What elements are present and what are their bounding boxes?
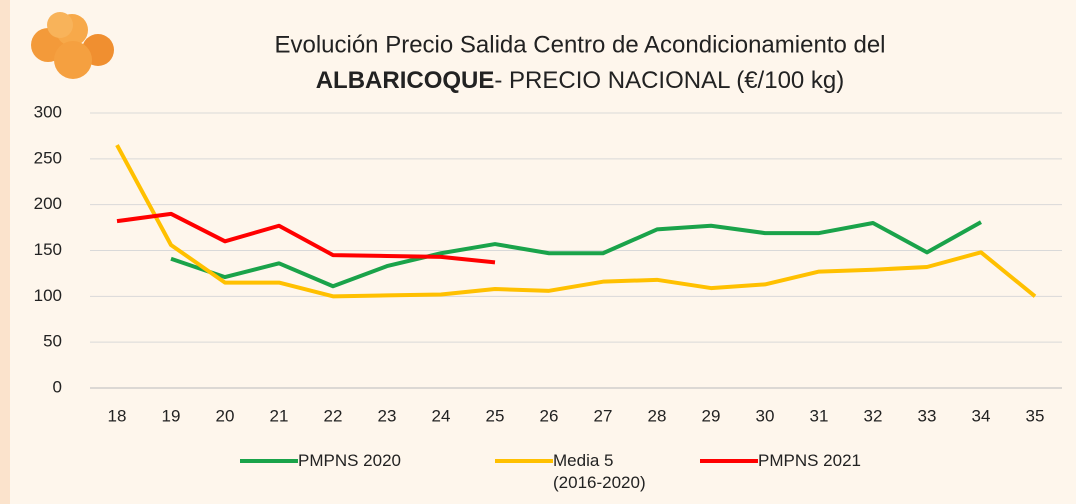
x-tick-label: 18 [108, 406, 127, 425]
x-tick-label: 19 [162, 406, 181, 425]
title-bold: ALBARICOQUE [316, 67, 495, 94]
series-line [170, 220, 982, 289]
x-tick-label: 26 [540, 406, 559, 425]
x-tick-label: 31 [810, 406, 829, 425]
x-tick-label: 27 [594, 406, 613, 425]
chart-title: Evolución Precio Salida Centro de Acondi… [274, 31, 885, 58]
chart-title-2: ALBARICOQUE- PRECIO NACIONAL (€/100 kg) [316, 67, 845, 94]
x-tick-label: 28 [648, 406, 667, 425]
legend-label: Media 5 (2016-2020) [553, 451, 646, 492]
y-tick-label: 100 [34, 286, 62, 305]
y-tick-label: 300 [34, 102, 62, 121]
x-tick-label: 30 [756, 406, 775, 425]
legend-label: PMPNS 2020 [298, 451, 401, 470]
y-tick-label: 250 [34, 148, 62, 167]
x-tick-label: 21 [270, 406, 289, 425]
series-line [115, 144, 1037, 299]
x-tick-label: 24 [432, 406, 451, 425]
x-tick-label: 20 [216, 406, 235, 425]
series-line [116, 211, 496, 265]
x-tick-label: 32 [864, 406, 883, 425]
x-tick-label: 23 [378, 406, 397, 425]
y-tick-label: 0 [53, 377, 62, 396]
x-tick-label: 25 [486, 406, 505, 425]
title-rest: - PRECIO NACIONAL (€/100 kg) [494, 67, 844, 94]
y-tick-label: 50 [43, 332, 62, 351]
x-tick-label: 34 [972, 406, 991, 425]
legend-label: PMPNS 2021 [758, 451, 861, 470]
y-tick-label: 200 [34, 194, 62, 213]
x-tick-label: 35 [1026, 406, 1045, 425]
apricot-icon [31, 12, 114, 79]
y-tick-label: 150 [34, 240, 62, 259]
x-tick-label: 22 [324, 406, 343, 425]
x-tick-label: 33 [918, 406, 937, 425]
side-strip [0, 0, 10, 504]
x-tick-label: 29 [702, 406, 721, 425]
